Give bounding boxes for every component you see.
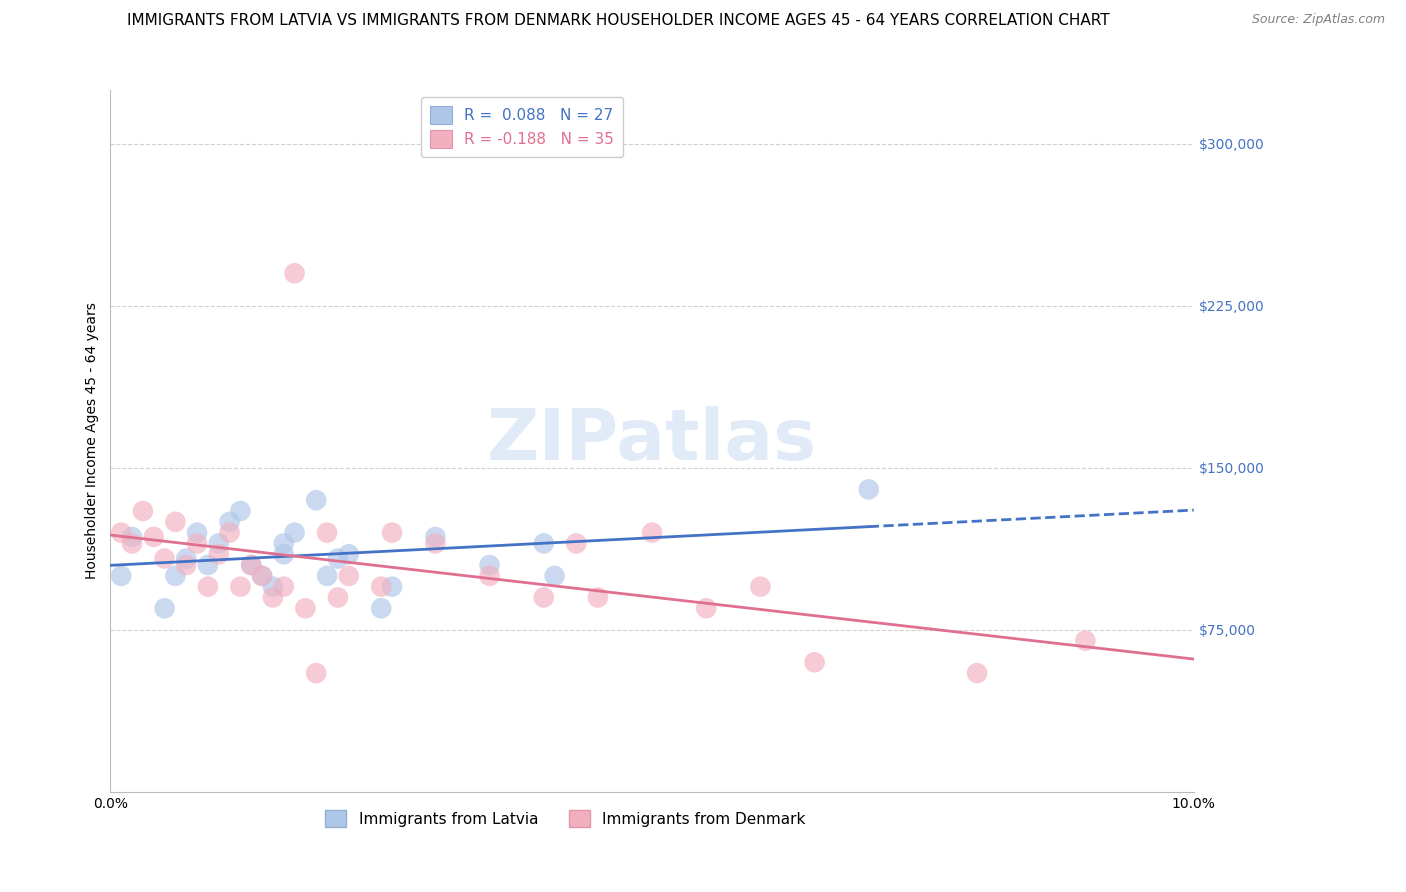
Point [186,525,208,540]
Point [284,266,307,280]
Point [305,666,328,681]
Point [153,601,176,615]
Point [326,551,349,566]
Point [337,569,360,583]
Point [240,558,263,572]
Point [250,569,273,583]
Point [425,530,447,544]
Point [316,569,339,583]
Point [533,536,555,550]
Point [749,580,772,594]
Point [326,591,349,605]
Point [273,547,295,561]
Point [858,483,880,497]
Point [229,580,252,594]
Point [110,569,132,583]
Point [284,525,307,540]
Point [543,569,565,583]
Point [273,536,295,550]
Point [121,536,143,550]
Point [641,525,664,540]
Point [142,530,165,544]
Point [110,525,132,540]
Point [533,591,555,605]
Legend: Immigrants from Latvia, Immigrants from Denmark: Immigrants from Latvia, Immigrants from … [319,804,811,833]
Point [478,558,501,572]
Point [208,536,231,550]
Point [370,601,392,615]
Point [803,655,825,669]
Point [250,569,273,583]
Point [197,580,219,594]
Point [370,580,392,594]
Point [174,558,197,572]
Point [165,515,187,529]
Point [218,515,240,529]
Point [165,569,187,583]
Point [218,525,240,540]
Point [132,504,155,518]
Point [316,525,339,540]
Point [565,536,588,550]
Point [197,558,219,572]
Point [121,530,143,544]
Point [273,580,295,594]
Point [153,551,176,566]
Point [478,569,501,583]
Point [240,558,263,572]
Point [586,591,609,605]
Point [174,551,197,566]
Point [294,601,316,615]
Text: ZIPatlas: ZIPatlas [486,406,817,475]
Text: IMMIGRANTS FROM LATVIA VS IMMIGRANTS FROM DENMARK HOUSEHOLDER INCOME AGES 45 - 6: IMMIGRANTS FROM LATVIA VS IMMIGRANTS FRO… [128,13,1109,29]
Point [262,591,284,605]
Point [1074,633,1097,648]
Point [337,547,360,561]
Point [425,536,447,550]
Point [208,547,231,561]
Point [381,580,404,594]
Text: Source: ZipAtlas.com: Source: ZipAtlas.com [1251,13,1385,27]
Y-axis label: Householder Income Ages 45 - 64 years: Householder Income Ages 45 - 64 years [86,302,100,579]
Point [262,580,284,594]
Point [381,525,404,540]
Point [695,601,717,615]
Point [229,504,252,518]
Point [966,666,988,681]
Point [305,493,328,508]
Point [186,536,208,550]
